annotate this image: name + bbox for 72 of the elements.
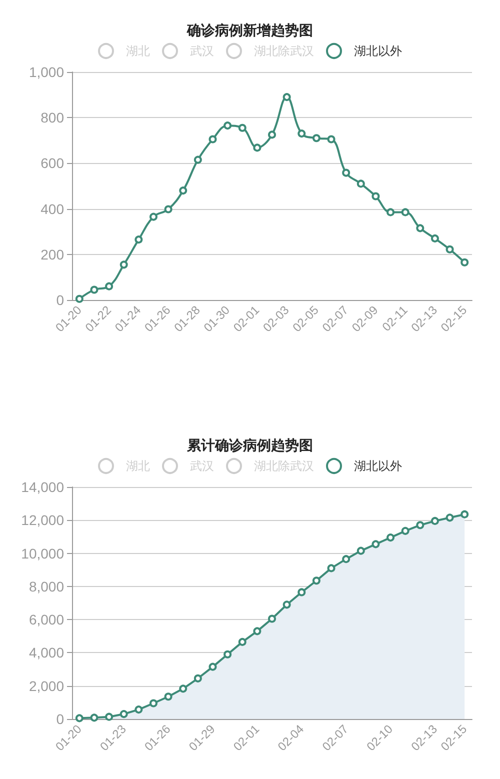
point [134,706,143,714]
point [179,684,188,693]
point [372,540,380,548]
point [253,144,262,152]
point [253,627,262,636]
legend-label: 湖北以外 [354,459,402,473]
y-tick-label: 400 [40,200,64,217]
point [401,208,410,216]
point [342,168,350,177]
point [430,234,439,242]
point [90,714,98,722]
point [386,534,395,542]
point [282,600,291,609]
point [416,521,424,530]
point [75,294,84,303]
y-tick-label: 2,000 [28,678,64,694]
point [120,260,128,269]
point [430,516,439,525]
y-tick-label: 10,000 [21,545,64,562]
chart-title: 累计确诊病例趋势图 [186,437,313,453]
y-tick-label: 600 [40,155,64,172]
y-tick-label: 800 [40,110,64,126]
point [105,282,114,290]
point [446,245,454,254]
point [224,650,232,658]
y-tick-label: 14,000 [21,479,64,495]
point [90,286,98,294]
point [238,124,246,132]
point [194,674,202,682]
chart-title: 确诊病例新增趋势图 [186,22,313,38]
y-tick-label: 4,000 [28,644,64,661]
point [460,510,469,518]
point [268,614,276,623]
point [298,130,306,138]
point [327,564,336,572]
point [149,699,158,708]
point [342,555,350,564]
point [386,208,395,216]
point [208,662,217,671]
point [179,186,188,195]
point [298,588,306,596]
point [312,134,320,142]
legend-label: 湖北以外 [354,44,402,58]
point [75,714,84,722]
point [312,576,320,585]
y-tick-label: 8,000 [28,578,64,594]
point [446,514,454,522]
point [416,224,424,232]
point [149,212,158,221]
point [460,258,469,266]
point [194,156,202,164]
y-tick-label: 6,000 [28,612,64,628]
point [327,135,336,144]
y-tick-label: 0 [56,711,64,727]
point [120,710,128,718]
point [164,692,172,701]
point [401,526,410,535]
point [164,205,172,214]
point [372,192,380,200]
point [208,135,217,144]
point [105,712,114,721]
point [268,130,276,139]
point [356,180,365,188]
y-tick-label: 12,000 [21,512,64,528]
point [282,93,291,102]
point [238,638,246,646]
y-tick-label: 200 [40,246,64,262]
y-tick-label: 0 [56,292,64,308]
point [134,236,143,244]
point [224,122,232,130]
y-tick-label: 1,000 [28,64,64,80]
point [356,546,365,555]
